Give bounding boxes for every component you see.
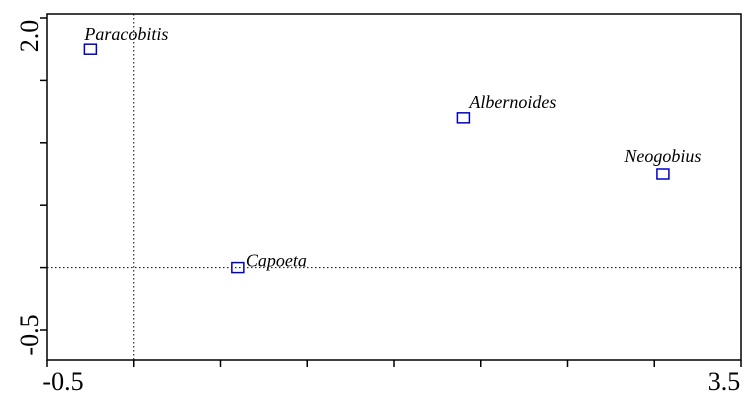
y-axis-ticks (40, 17, 47, 331)
point-label-albernoides: Albernoides (468, 92, 556, 112)
point-marker-paracobitis (83, 43, 98, 55)
point-label-neogobius: Neogobius (623, 146, 701, 166)
point-marker-albernoides (456, 112, 471, 124)
point-label-capoeta: Capoeta (246, 251, 307, 271)
x-tick-label-max: 3.5 (708, 367, 741, 394)
point-marker-neogobius (656, 168, 670, 180)
point-marker-capoeta (231, 261, 245, 274)
data-points: Paracobitis Albernoides Neogobius Capoeta (83, 24, 701, 274)
y-tick-label-max: 2.0 (15, 20, 44, 53)
y-tick-label-min: -0.5 (15, 314, 44, 355)
plot-frame (46, 13, 742, 361)
x-tick-label-min: -0.5 (42, 367, 83, 394)
x-axis-ticks (46, 360, 742, 367)
point-label-paracobitis: Paracobitis (83, 24, 168, 44)
